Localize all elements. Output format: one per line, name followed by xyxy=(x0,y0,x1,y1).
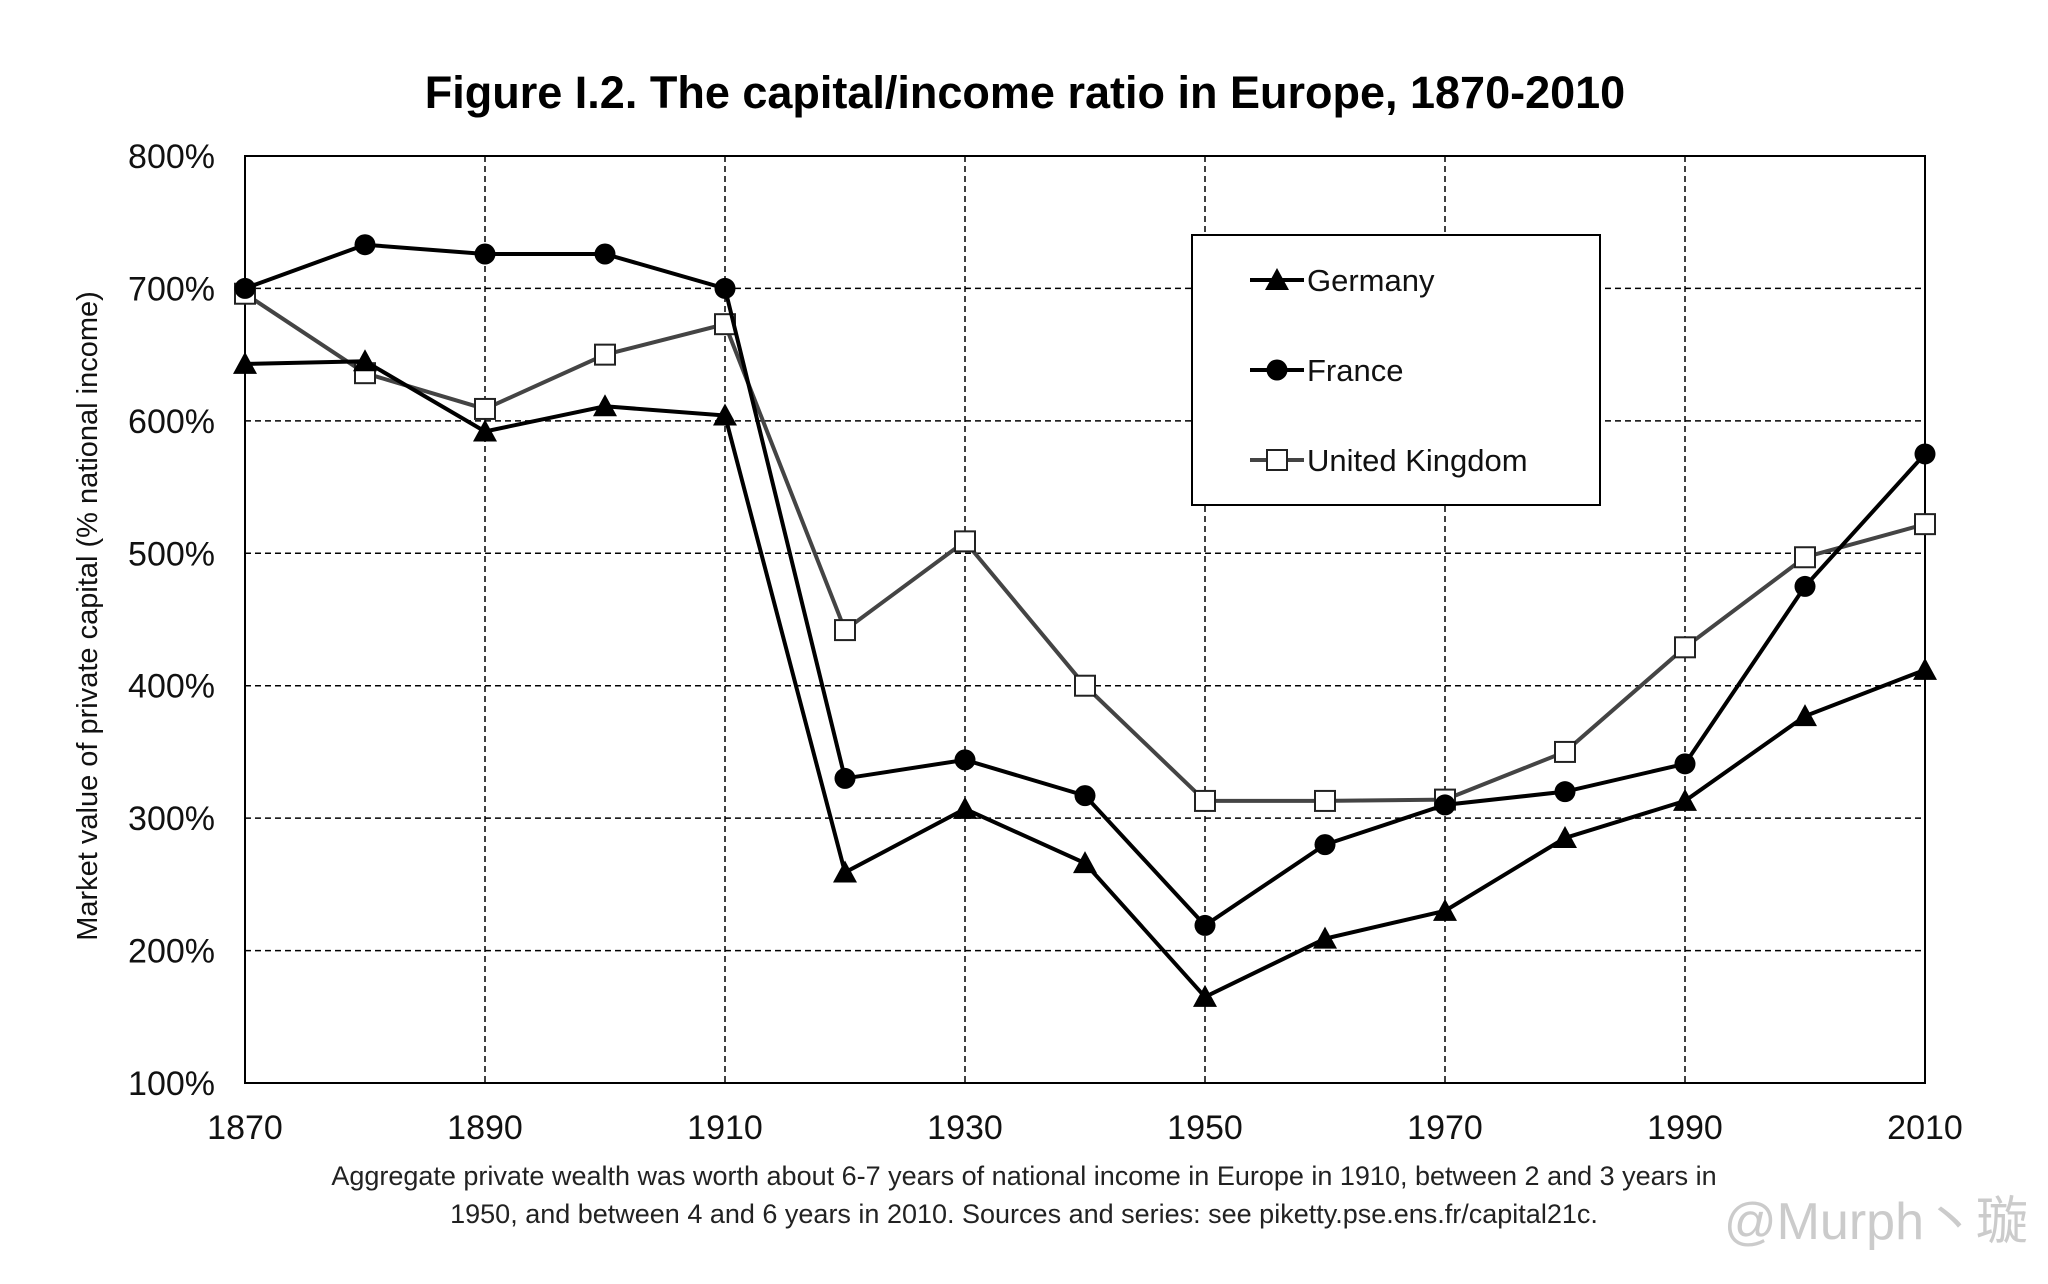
y-tick-label: 500% xyxy=(128,535,215,573)
germany-point xyxy=(1313,926,1337,949)
united-kingdom-line xyxy=(243,292,1926,803)
germany-point xyxy=(1073,851,1097,874)
y-axis-ticks: 100% 200% 300% 400% 500% 600% 700% 800% xyxy=(128,138,215,1103)
germany-point xyxy=(1913,657,1937,680)
germany-point xyxy=(353,349,377,372)
legend-germany-label: Germany xyxy=(1307,263,1435,298)
x-tick-label: 1890 xyxy=(447,1109,523,1147)
france-point xyxy=(1434,794,1456,816)
legend: Germany France United Kingdom xyxy=(1191,234,1601,506)
x-tick-label: 1950 xyxy=(1167,1109,1243,1147)
united-kingdom-point xyxy=(1074,674,1096,697)
y-tick-label: 100% xyxy=(128,1065,215,1103)
france-point xyxy=(1674,753,1696,775)
germany-point xyxy=(593,394,617,417)
y-tick-label: 400% xyxy=(128,668,215,706)
legend-france-label: France xyxy=(1307,353,1403,388)
legend-germany-marker xyxy=(1265,268,1289,290)
caption-line-1: Aggregate private wealth was worth about… xyxy=(331,1161,1717,1191)
united-kingdom-point xyxy=(954,530,976,553)
germany-point xyxy=(713,403,737,426)
y-tick-label: 200% xyxy=(128,933,215,971)
x-tick-label: 1990 xyxy=(1647,1109,1723,1147)
france-point xyxy=(954,749,976,771)
x-tick-label: 1930 xyxy=(927,1109,1003,1147)
series-layer xyxy=(233,234,1937,1007)
france-point xyxy=(714,277,736,299)
united-kingdom-point xyxy=(1674,636,1696,659)
france-point xyxy=(1914,443,1936,465)
chart-title: Figure I.2. The capital/income ratio in … xyxy=(425,67,1625,118)
y-tick-label: 800% xyxy=(128,138,215,176)
y-axis-label: Market value of private capital (% natio… xyxy=(72,291,104,941)
legend-united-kingdom-label: United Kingdom xyxy=(1307,443,1528,478)
legend-united-kingdom-marker xyxy=(1266,449,1288,471)
x-axis-ticks: 1870 1890 1910 1930 1950 1970 1990 2010 xyxy=(207,1109,1963,1147)
united-kingdom-point xyxy=(834,619,856,642)
germany-point xyxy=(1553,826,1577,849)
france-point xyxy=(234,277,256,299)
germany-point xyxy=(833,860,857,883)
x-tick-label: 1870 xyxy=(207,1109,283,1147)
france-point xyxy=(1074,785,1096,807)
germany-point xyxy=(1793,704,1817,727)
united-kingdom-point xyxy=(594,343,616,366)
france-point xyxy=(354,234,376,256)
caption-line-2: 1950, and between 4 and 6 years in 2010.… xyxy=(450,1199,1598,1229)
y-tick-label: 600% xyxy=(128,403,215,441)
germany-point xyxy=(233,351,257,374)
france-point xyxy=(1314,834,1336,856)
united-kingdom-point xyxy=(1914,513,1936,536)
germany-point xyxy=(473,419,497,442)
france-point xyxy=(834,767,856,789)
france-line xyxy=(244,242,1927,929)
france-point xyxy=(1794,575,1816,597)
france-point xyxy=(1554,781,1576,803)
france-point xyxy=(474,243,496,265)
x-tick-label: 1970 xyxy=(1407,1109,1483,1147)
united-kingdom-point xyxy=(1554,740,1576,763)
series-united-kingdom xyxy=(234,282,1936,812)
germany-point xyxy=(1193,984,1217,1007)
united-kingdom-point xyxy=(1194,789,1216,812)
france-point xyxy=(594,243,616,265)
germany-point xyxy=(953,796,977,819)
x-tick-label: 2010 xyxy=(1887,1109,1963,1147)
series-france xyxy=(234,234,1936,936)
x-tick-label: 1910 xyxy=(687,1109,763,1147)
united-kingdom-point xyxy=(1314,789,1336,812)
legend-france-marker xyxy=(1266,359,1288,381)
watermark: @Murph丶璇 xyxy=(1723,1193,2028,1251)
y-tick-label: 300% xyxy=(128,800,215,838)
united-kingdom-point xyxy=(474,397,496,420)
series-germany xyxy=(233,349,1937,1007)
united-kingdom-point xyxy=(1794,546,1816,569)
france-point xyxy=(1194,914,1216,936)
grid xyxy=(245,156,1925,1083)
y-tick-label: 700% xyxy=(128,270,215,308)
plot-area xyxy=(244,155,1926,1084)
germany-point xyxy=(1673,788,1697,811)
germany-point xyxy=(1433,898,1457,921)
